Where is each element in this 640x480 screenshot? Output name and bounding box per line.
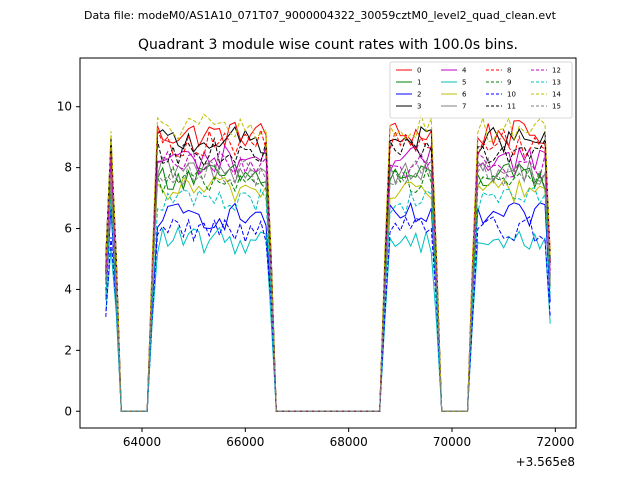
x-tick-label: 66000	[226, 435, 264, 449]
legend-label-14: 14	[552, 91, 561, 99]
legend-label-1: 1	[417, 79, 421, 87]
chart-title: Quadrant 3 module wise count rates with …	[138, 37, 518, 53]
plot-frame	[79, 57, 577, 429]
series-line-9	[105, 165, 551, 412]
x-tick-label: 70000	[433, 435, 471, 449]
legend-label-9: 9	[507, 79, 511, 87]
legend-label-0: 0	[417, 67, 421, 75]
legend-label-5: 5	[462, 79, 466, 87]
y-tick-label: 0	[64, 404, 72, 418]
x-axis: 64000 66000 68000 70000 72000	[123, 428, 574, 449]
y-tick-label: 8	[64, 161, 72, 175]
x-offset-label: +3.565e8	[516, 455, 575, 469]
y-tick-label: 6	[64, 222, 72, 236]
axes-frame	[79, 57, 577, 429]
x-tick-label: 72000	[536, 435, 574, 449]
x-tick-label: 68000	[330, 435, 368, 449]
legend-label-10: 10	[507, 91, 516, 99]
y-tick-label: 10	[57, 100, 72, 114]
legend-label-3: 3	[417, 103, 421, 111]
series-layer	[105, 112, 551, 412]
series-line-15	[105, 159, 551, 412]
legend-frame	[389, 61, 573, 119]
y-axis: 0 2 4 6 8 10	[57, 100, 80, 418]
legend-label-15: 15	[552, 103, 561, 111]
legend-label-7: 7	[462, 103, 466, 111]
legend-label-2: 2	[417, 91, 421, 99]
series-line-10	[105, 216, 551, 412]
legend-label-8: 8	[507, 67, 511, 75]
legend-label-6: 6	[462, 91, 467, 99]
legend-label-11: 11	[507, 103, 516, 111]
legend-label-4: 4	[462, 67, 467, 75]
x-tick-label: 64000	[123, 435, 161, 449]
legend-label-12: 12	[552, 67, 561, 75]
y-tick-label: 4	[64, 282, 72, 296]
legend-label-13: 13	[552, 79, 561, 87]
y-tick-label: 2	[64, 343, 72, 357]
data-file-header: Data file: modeM0/AS1A10_071T07_90000043…	[84, 9, 557, 22]
